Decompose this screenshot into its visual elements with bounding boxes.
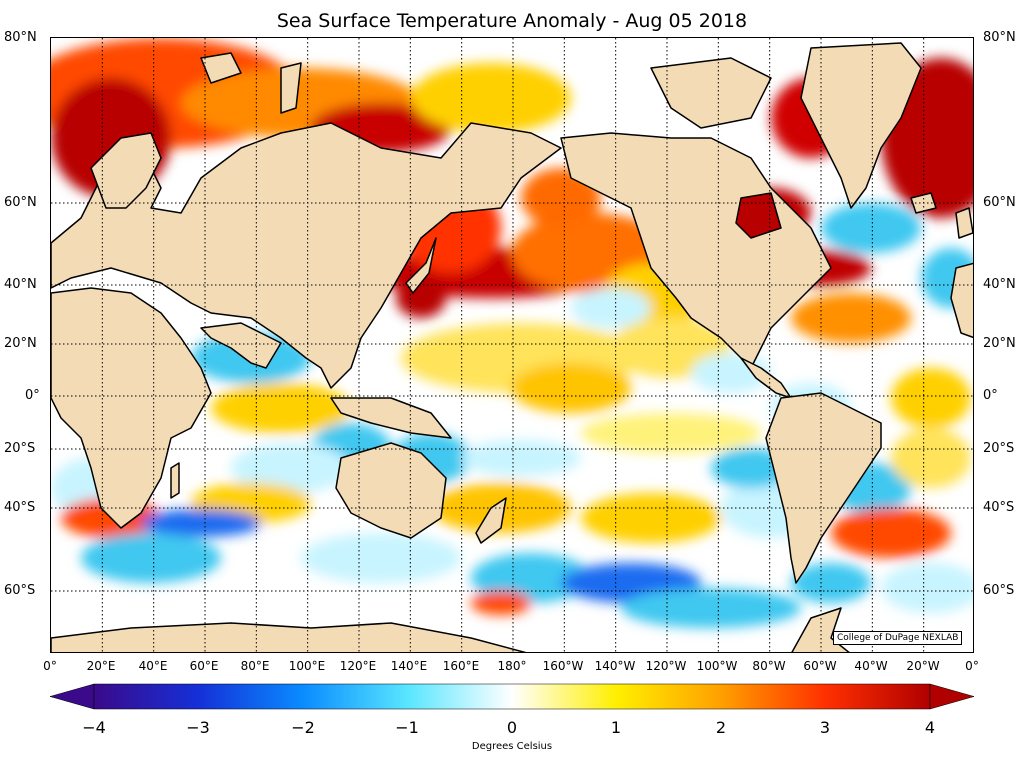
colorbar-min-arrow	[50, 683, 95, 710]
lon-label: 20°E	[86, 659, 116, 673]
landmass-australia	[335, 442, 447, 539]
anomaly-patch	[396, 278, 446, 318]
anomaly-patch	[461, 440, 581, 476]
graticule	[51, 38, 973, 652]
landmass-indonesia	[330, 397, 452, 439]
lon-label: 120°E	[339, 659, 377, 673]
landmass-canadian-arctic	[650, 57, 772, 129]
colorbar-tick: −2	[291, 718, 315, 737]
lon-label: 140°W	[594, 659, 636, 673]
anomaly-patch	[621, 588, 801, 628]
lat-label-right: 40°S	[983, 500, 1015, 515]
anomaly-patch	[141, 509, 261, 537]
lat-label-right: 60°S	[983, 583, 1015, 598]
colorbar-tick: −3	[186, 718, 210, 737]
anomaly-patch	[471, 591, 531, 615]
landmass-new-zealand	[475, 497, 507, 544]
colorbar	[50, 683, 974, 710]
landmass-africa	[51, 287, 212, 529]
anomaly-patch	[891, 368, 971, 428]
map-title: Sea Surface Temperature Anomaly - Aug 05…	[276, 10, 748, 32]
colorbar-tick: 4	[924, 718, 936, 737]
lat-label-left: 40°S	[4, 500, 36, 515]
lat-label-left: 80°N	[4, 30, 37, 45]
lon-label: 160°E	[442, 659, 480, 673]
lat-label-right: 20°N	[983, 336, 1016, 351]
lon-label: 0°	[43, 659, 57, 673]
colorbar-title: Degrees Celsius	[471, 741, 553, 752]
lat-label-left: 20°N	[4, 336, 37, 351]
anomaly-patch	[791, 563, 871, 603]
sst-anomaly-map	[50, 37, 974, 653]
land	[51, 42, 973, 652]
anomaly-patch	[301, 533, 461, 583]
colorbar-tick: 1	[610, 718, 622, 737]
lat-label-left: 20°S	[4, 441, 36, 456]
landmass-madagascar	[170, 462, 180, 499]
landmass-antarctica	[51, 622, 527, 652]
landmass-eurasia	[51, 122, 562, 389]
landmass-north-america	[560, 132, 832, 369]
colorbar-tick: 3	[819, 718, 831, 737]
lon-label: 80°W	[752, 659, 786, 673]
lon-label: 40°W	[854, 659, 888, 673]
lon-label: 60°W	[803, 659, 837, 673]
colorbar-tick: 0	[506, 718, 518, 737]
anomaly-patch	[581, 493, 721, 543]
lon-label: 180°	[497, 659, 527, 673]
anomaly-patch	[511, 363, 631, 413]
anomaly-patch	[411, 63, 571, 133]
landmass-japan	[405, 237, 437, 294]
colorbar-tick: 2	[715, 718, 727, 737]
lon-label: 0°	[965, 659, 979, 673]
lon-label: 140°E	[390, 659, 428, 673]
lat-label-right: 0°	[983, 388, 998, 403]
landmass-scandinavia	[90, 132, 162, 209]
colorbar-max-arrow	[929, 683, 974, 710]
credit-label: College of DuPage NEXLAB	[833, 631, 963, 645]
lon-label: 60°E	[189, 659, 219, 673]
lon-label: 100°E	[288, 659, 326, 673]
lat-label-right: 40°N	[983, 277, 1016, 292]
lat-label-left: 0°	[25, 388, 40, 403]
anomaly-patch	[471, 553, 591, 603]
anomaly-patch	[831, 508, 951, 558]
anomaly-patch	[881, 563, 973, 613]
colorbar-tick: −1	[395, 718, 419, 737]
anomaly-patch	[231, 443, 351, 493]
anomaly-patch	[571, 288, 651, 328]
lat-label-right: 20°S	[983, 441, 1015, 456]
anomaly-patch	[791, 293, 911, 343]
lon-label: 100°W	[696, 659, 738, 673]
lon-label: 80°E	[240, 659, 270, 673]
landmass-svalbard	[200, 52, 242, 84]
landmass-india	[200, 322, 282, 369]
lat-label-left: 60°N	[4, 195, 37, 210]
lat-label-right: 80°N	[983, 30, 1016, 45]
lon-label: 20°W	[906, 659, 940, 673]
map-canvas	[51, 38, 973, 652]
landmass-novaya-zemlya	[280, 62, 302, 114]
anomaly-patch	[581, 413, 761, 453]
lon-label: 40°E	[138, 659, 168, 673]
anomaly-patch	[891, 428, 971, 488]
lon-label: 160°W	[542, 659, 584, 673]
lon-label: 120°W	[645, 659, 687, 673]
anomaly-patch	[81, 533, 221, 583]
anomaly-patch	[821, 203, 921, 253]
lat-label-right: 60°N	[983, 195, 1016, 210]
colorbar-body	[93, 683, 931, 710]
landmass-uk	[955, 207, 973, 239]
anomaly-patch	[211, 383, 351, 433]
landmass-iberia-edge	[950, 262, 973, 339]
landmass-greenland	[800, 42, 922, 209]
colorbar-tick: −4	[82, 718, 106, 737]
lat-label-left: 40°N	[4, 277, 37, 292]
lat-label-left: 60°S	[4, 583, 36, 598]
